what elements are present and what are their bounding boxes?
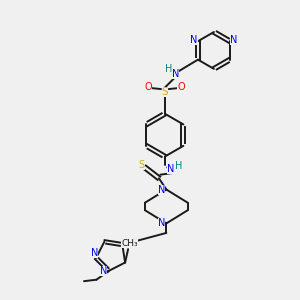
Text: N: N: [190, 35, 198, 45]
Text: H: H: [165, 64, 172, 74]
Text: N: N: [230, 35, 237, 45]
Text: N: N: [172, 69, 179, 79]
Text: CH₃: CH₃: [121, 239, 138, 248]
Text: S: S: [139, 160, 145, 170]
Text: N: N: [158, 184, 165, 194]
Text: S: S: [161, 87, 168, 97]
Text: H: H: [175, 161, 182, 171]
Text: N: N: [167, 164, 175, 174]
Text: O: O: [177, 82, 185, 92]
Text: O: O: [145, 82, 152, 92]
Text: N: N: [100, 266, 107, 276]
Text: N: N: [91, 248, 98, 258]
Text: N: N: [158, 218, 165, 228]
